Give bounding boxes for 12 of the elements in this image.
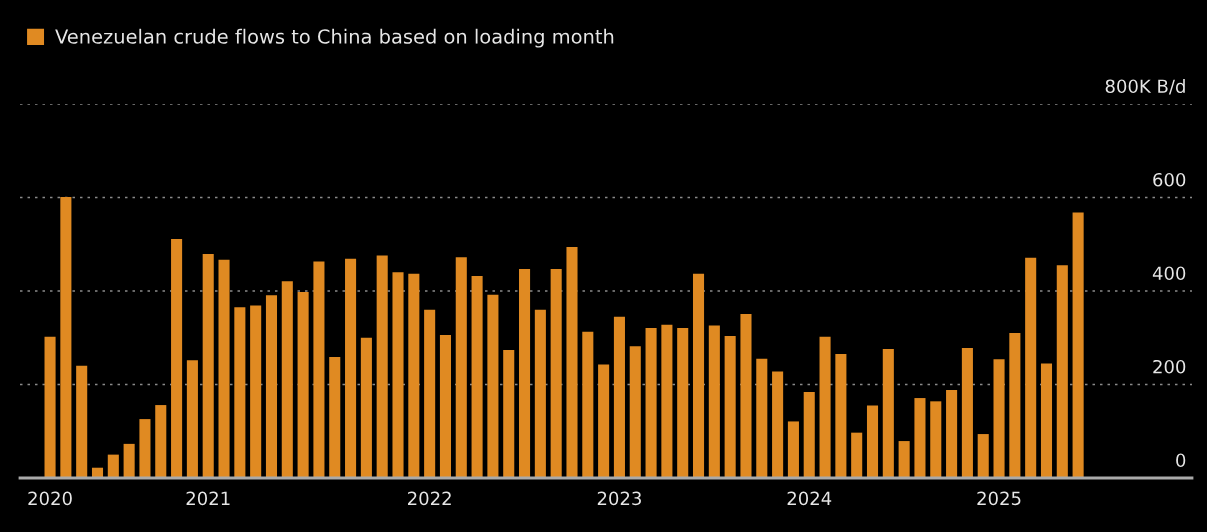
y-tick-label: 800K B/d [1105, 79, 1185, 95]
y-tick-label: 400 [1152, 266, 1186, 281]
x-tick-label: 2020 [28, 491, 72, 506]
x-tick-label: 2022 [407, 491, 451, 506]
x-tick-label: 2024 [787, 491, 832, 506]
x-tick-label: 2023 [597, 491, 641, 506]
legend-label: Venezuelan crude flows to China based on loading month [55, 28, 614, 48]
y-tick-label: 200 [1153, 359, 1186, 374]
x-tick-label: 2025 [977, 491, 1021, 506]
x-tick-label: 2021 [186, 491, 230, 506]
y-tick-label: 600 [1153, 172, 1186, 187]
y-tick-label: 0 [1176, 453, 1186, 468]
